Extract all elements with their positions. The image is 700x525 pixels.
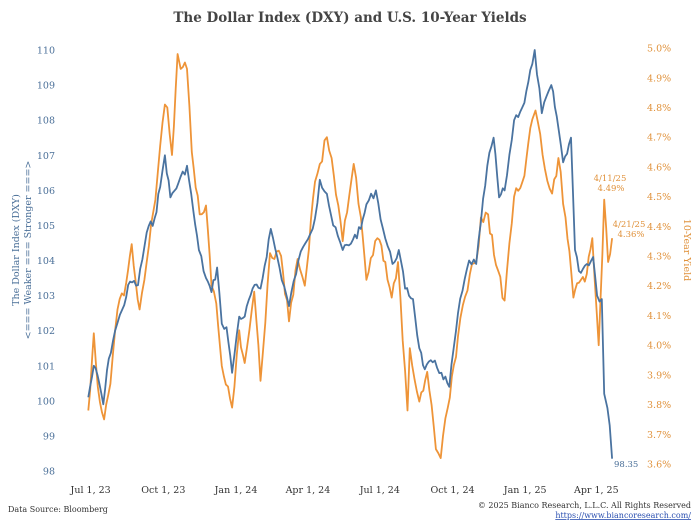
right-tick-label: 3.9%: [647, 370, 671, 381]
annotation-value-0421: 4.36%: [617, 230, 644, 240]
x-tick-label: Oct 1, 23: [141, 485, 185, 496]
annotation-date-0411: 4/11/25: [594, 174, 627, 184]
footer-source: Data Source: Bloomberg: [8, 505, 108, 514]
right-tick-label: 3.8%: [647, 400, 671, 411]
left-tick-label: 98: [43, 467, 55, 478]
annotation-date-0421: 4/21/25: [613, 220, 646, 230]
right-tick-label: 4.4%: [647, 222, 671, 233]
right-axis-label: 10-Year Yield: [681, 219, 692, 281]
x-tick-label: Apr 1, 24: [285, 485, 331, 496]
right-tick-label: 4.3%: [647, 252, 671, 263]
annotation-dxy-last: 98.35: [614, 460, 638, 470]
left-tick-label: 99: [43, 431, 55, 442]
left-axis-sublabel: <=== Weaker === Stronger ===>: [23, 161, 34, 340]
footer-copyright: © 2025 Bianco Research, L.L.C. All Right…: [478, 501, 691, 510]
right-tick-label: 3.6%: [647, 460, 671, 471]
left-tick-label: 106: [37, 186, 55, 197]
right-tick-label: 4.1%: [647, 311, 671, 322]
left-tick-label: 110: [37, 46, 55, 57]
annotation-value-0411: 4.49%: [597, 184, 624, 194]
left-tick-label: 102: [37, 326, 55, 337]
left-tick-label: 109: [37, 81, 55, 92]
x-tick-label: Oct 1, 24: [430, 485, 474, 496]
left-tick-label: 104: [37, 256, 55, 267]
right-tick-label: 5.0%: [647, 44, 671, 55]
x-tick-label: Jul 1, 24: [359, 485, 400, 496]
right-axis-ticks: 3.6% 3.7% 3.8% 3.9% 4.0% 4.1% 4.2% 4.3% 4.4% 4.5%…: [647, 44, 671, 471]
x-tick-label: Jul 1, 23: [70, 485, 111, 496]
dxy-series-line: [87, 49, 613, 459]
right-tick-label: 4.5%: [647, 192, 671, 203]
right-tick-label: 4.2%: [647, 281, 671, 292]
left-tick-label: 101: [37, 361, 55, 372]
right-tick-label: 4.9%: [647, 73, 671, 84]
left-tick-label: 108: [37, 116, 55, 127]
left-tick-label: 105: [37, 221, 55, 232]
left-axis-label: The Dollar Index (DXY): [11, 194, 22, 306]
right-tick-label: 4.0%: [647, 341, 671, 352]
right-tick-label: 4.8%: [647, 103, 671, 114]
x-tick-label: Jan 1, 24: [214, 485, 258, 496]
left-tick-label: 103: [37, 291, 55, 302]
right-tick-label: 4.7%: [647, 133, 671, 144]
left-tick-label: 100: [37, 396, 55, 407]
yield-series-line: [87, 53, 613, 459]
x-tick-label: Apr 1, 25: [573, 485, 619, 496]
chart-title: The Dollar Index (DXY) and U.S. 10-Year …: [173, 10, 527, 26]
left-tick-label: 107: [37, 151, 55, 162]
footer-url-link[interactable]: https://www.biancoresearch.com/: [555, 511, 691, 520]
right-tick-label: 3.7%: [647, 430, 671, 441]
x-tick-label: Jan 1, 25: [503, 485, 547, 496]
right-tick-label: 4.6%: [647, 162, 671, 173]
x-axis-ticks: Jul 1, 23 Oct 1, 23 Jan 1, 24 Apr 1, 24 Jul …: [70, 485, 619, 496]
left-axis-ticks: 98 99 100 101 102 103 104 105 106 107 108 109 110: [37, 46, 55, 478]
